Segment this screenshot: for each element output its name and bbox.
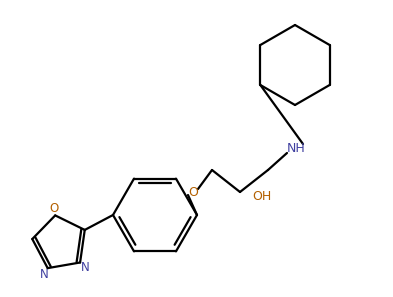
Text: N: N: [81, 261, 90, 274]
Text: O: O: [50, 202, 59, 215]
Text: N: N: [40, 268, 49, 281]
Text: OH: OH: [252, 189, 272, 203]
Text: O: O: [188, 186, 198, 198]
Text: NH: NH: [286, 141, 305, 154]
